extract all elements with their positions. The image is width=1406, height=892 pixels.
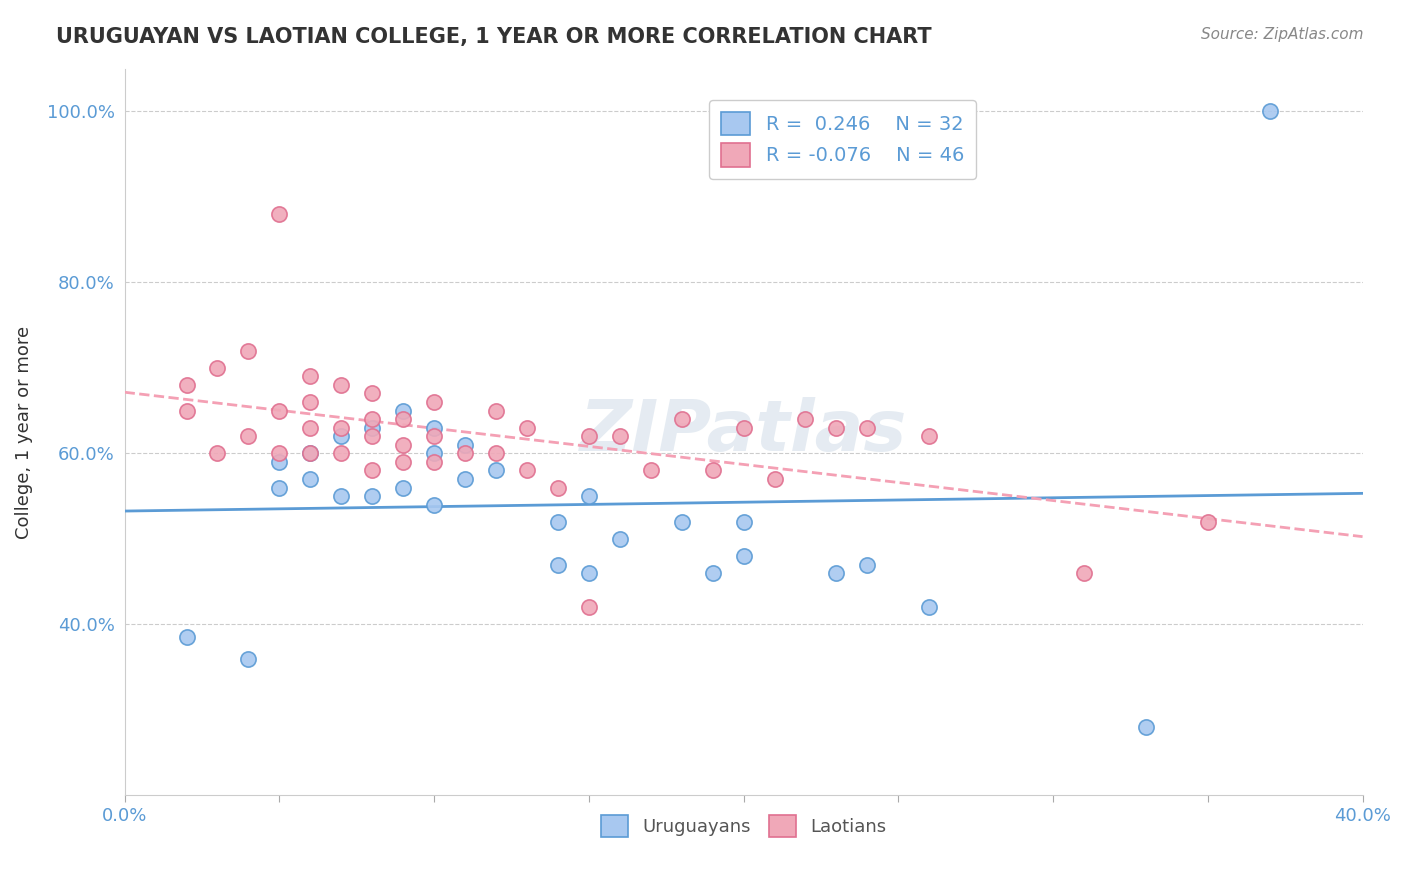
- Point: [578, 600, 600, 615]
- Point: [299, 446, 322, 460]
- Point: [578, 566, 600, 580]
- Point: [578, 489, 600, 503]
- Point: [733, 549, 755, 563]
- Point: [269, 446, 291, 460]
- Point: [547, 515, 569, 529]
- Point: [238, 429, 260, 443]
- Y-axis label: College, 1 year or more: College, 1 year or more: [15, 326, 32, 539]
- Point: [918, 429, 941, 443]
- Point: [1073, 566, 1095, 580]
- Point: [361, 420, 384, 434]
- Point: [423, 429, 446, 443]
- Point: [392, 481, 415, 495]
- Point: [361, 429, 384, 443]
- Point: [423, 446, 446, 460]
- Point: [918, 600, 941, 615]
- Point: [299, 420, 322, 434]
- Point: [423, 420, 446, 434]
- Point: [299, 472, 322, 486]
- Point: [330, 489, 353, 503]
- Point: [423, 395, 446, 409]
- Point: [454, 446, 477, 460]
- Text: ZIPatlas: ZIPatlas: [579, 398, 907, 467]
- Point: [299, 395, 322, 409]
- Point: [485, 446, 508, 460]
- Point: [825, 566, 848, 580]
- Point: [330, 429, 353, 443]
- Point: [269, 481, 291, 495]
- Point: [1258, 104, 1281, 119]
- Point: [516, 420, 538, 434]
- Point: [794, 412, 817, 426]
- Point: [485, 463, 508, 477]
- Point: [269, 207, 291, 221]
- Point: [1197, 515, 1219, 529]
- Point: [392, 455, 415, 469]
- Point: [238, 651, 260, 665]
- Point: [609, 532, 631, 546]
- Text: Source: ZipAtlas.com: Source: ZipAtlas.com: [1201, 27, 1364, 42]
- Point: [361, 412, 384, 426]
- Point: [392, 403, 415, 417]
- Point: [238, 343, 260, 358]
- Point: [207, 360, 229, 375]
- Point: [609, 429, 631, 443]
- Point: [299, 369, 322, 384]
- Point: [671, 412, 693, 426]
- Point: [825, 420, 848, 434]
- Point: [176, 630, 198, 644]
- Point: [454, 472, 477, 486]
- Point: [176, 403, 198, 417]
- Point: [702, 463, 724, 477]
- Point: [547, 558, 569, 572]
- Point: [1135, 720, 1157, 734]
- Point: [454, 438, 477, 452]
- Point: [856, 420, 879, 434]
- Point: [578, 429, 600, 443]
- Point: [361, 386, 384, 401]
- Point: [733, 515, 755, 529]
- Point: [361, 489, 384, 503]
- Point: [207, 446, 229, 460]
- Text: URUGUAYAN VS LAOTIAN COLLEGE, 1 YEAR OR MORE CORRELATION CHART: URUGUAYAN VS LAOTIAN COLLEGE, 1 YEAR OR …: [56, 27, 932, 46]
- Point: [299, 446, 322, 460]
- Point: [269, 455, 291, 469]
- Legend: Uruguayans, Laotians: Uruguayans, Laotians: [593, 808, 894, 845]
- Point: [392, 412, 415, 426]
- Point: [269, 403, 291, 417]
- Point: [640, 463, 662, 477]
- Point: [392, 438, 415, 452]
- Point: [671, 515, 693, 529]
- Point: [547, 481, 569, 495]
- Point: [330, 378, 353, 392]
- Point: [733, 420, 755, 434]
- Point: [485, 403, 508, 417]
- Point: [330, 420, 353, 434]
- Point: [763, 472, 786, 486]
- Point: [423, 498, 446, 512]
- Point: [702, 566, 724, 580]
- Point: [330, 446, 353, 460]
- Point: [176, 378, 198, 392]
- Point: [361, 463, 384, 477]
- Point: [856, 558, 879, 572]
- Point: [516, 463, 538, 477]
- Point: [423, 455, 446, 469]
